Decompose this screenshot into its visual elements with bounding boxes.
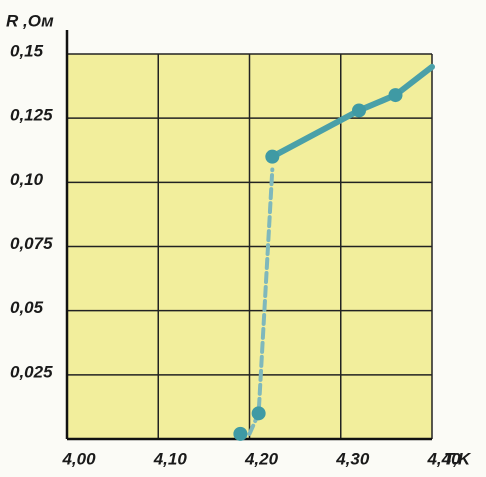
data-point (388, 88, 403, 103)
data-line (269, 63, 435, 160)
y-tick-label: 0,075 (10, 234, 53, 253)
x-tick-label: 4,10 (153, 449, 188, 468)
y-tick-label: 0,10 (10, 170, 44, 189)
x-tick-label: 4,20 (244, 449, 279, 468)
y-tick-label: 0,15 (10, 41, 44, 60)
x-tick-label: 4,40 (426, 449, 461, 468)
y-tick-label: 0,125 (10, 106, 53, 125)
data-point (352, 103, 366, 118)
x-axis-label: T,K (444, 449, 472, 468)
x-tick-label: 4,30 (335, 449, 370, 468)
y-axis-label: R ,Ом (6, 11, 54, 30)
y-tick-label: 0,05 (10, 298, 44, 317)
y-tick-label: 0,025 (10, 362, 53, 381)
x-tick-label: 4,00 (61, 449, 96, 468)
data-point (265, 149, 280, 164)
data-point (251, 406, 266, 421)
data-point (233, 426, 248, 441)
